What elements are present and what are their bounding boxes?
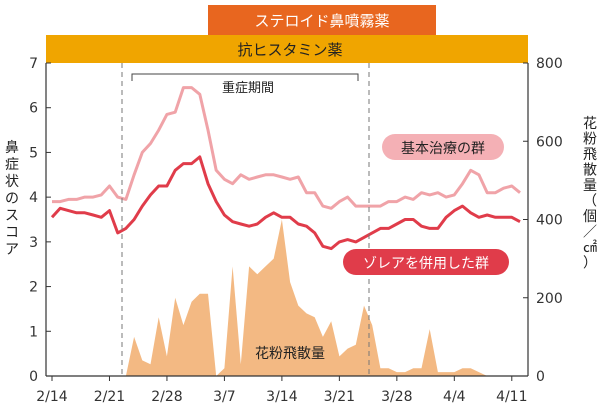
x-tick-label: 4/11 <box>496 389 527 405</box>
antihistamine-bar <box>46 35 528 63</box>
y-right-title-char: 花 <box>583 116 597 132</box>
y-right-title-char: （ <box>583 194 597 210</box>
y-left-title-char: ス <box>5 208 19 224</box>
y-left-tick-label: 3 <box>29 235 38 251</box>
y-left-tick-label: 2 <box>29 280 38 296</box>
x-tick-label: 4/4 <box>443 389 466 405</box>
y-left-title-char: の <box>5 191 19 207</box>
y-left-title-char: ア <box>5 242 19 258</box>
y-right-tick-label: 400 <box>536 213 563 229</box>
ticks: 2/14 2/21 2/28 3/7 3/14 3/21 3/28 4/4 4/11 0 1 2 3 4 5… <box>29 56 563 405</box>
x-tick-label: 2/14 <box>36 389 68 405</box>
y-right-tick-label: 800 <box>536 56 563 72</box>
pollen-label: 花粉飛散量 <box>255 346 325 362</box>
steroid-bar <box>208 5 436 35</box>
y-right-title-char: 飛 <box>583 147 597 163</box>
x-tick-label: 3/21 <box>324 389 355 405</box>
y-left-title-char: コ <box>5 225 19 241</box>
y-right-title-char: 個 <box>583 209 597 225</box>
y-left-tick-label: 0 <box>29 369 38 385</box>
y-right-title-char: 粉 <box>583 132 597 148</box>
y-right-title-char: 散 <box>583 163 597 179</box>
x-tick-label: 2/21 <box>94 389 125 405</box>
x-tick-label: 3/28 <box>381 389 412 405</box>
y-left-title-char: 症 <box>5 157 19 173</box>
series-line-base <box>52 86 521 210</box>
x-tick-label: 3/7 <box>213 389 236 405</box>
xolair-label: ゾレアを併用した群 <box>363 256 489 272</box>
y-left-tick-label: 4 <box>29 190 38 206</box>
y-right-title-char: ） <box>583 256 597 272</box>
severe-period-bracket <box>131 73 359 81</box>
steroid-bar-label: ステロイド鼻噴霧薬 <box>254 12 389 30</box>
xolair-label-pill <box>343 249 509 275</box>
y-left-title-char: 状 <box>5 174 19 190</box>
y-right-title: 花粉飛散量（個／㎠） <box>583 116 597 272</box>
y-right-tick-label: 600 <box>536 134 563 150</box>
y-right-title-char: ／ <box>583 225 597 241</box>
y-left-tick-label: 5 <box>29 145 38 161</box>
base-label: 基本治療の群 <box>401 140 485 157</box>
y-right-title-char: 量 <box>583 178 597 194</box>
series-pollen-area <box>52 219 520 376</box>
x-tick-label: 3/14 <box>266 389 298 405</box>
y-right-tick-label: 200 <box>536 291 563 307</box>
antihistamine-bar-label: 抗ヒスタミン薬 <box>237 41 342 59</box>
x-tick-label: 2/28 <box>151 389 182 405</box>
y-right-title-char: ㎠ <box>583 240 597 256</box>
series-line-xolair <box>50 155 521 251</box>
y-right-tick-label: 0 <box>536 369 545 385</box>
y-left-tick-label: 1 <box>29 324 38 340</box>
y-left-title-char: 鼻 <box>5 139 19 156</box>
y-left-tick-label: 6 <box>29 101 38 117</box>
severe-period-label: 重症期間 <box>222 80 274 96</box>
y-left-tick-label: 7 <box>29 56 38 72</box>
base-label-pill <box>382 134 504 160</box>
